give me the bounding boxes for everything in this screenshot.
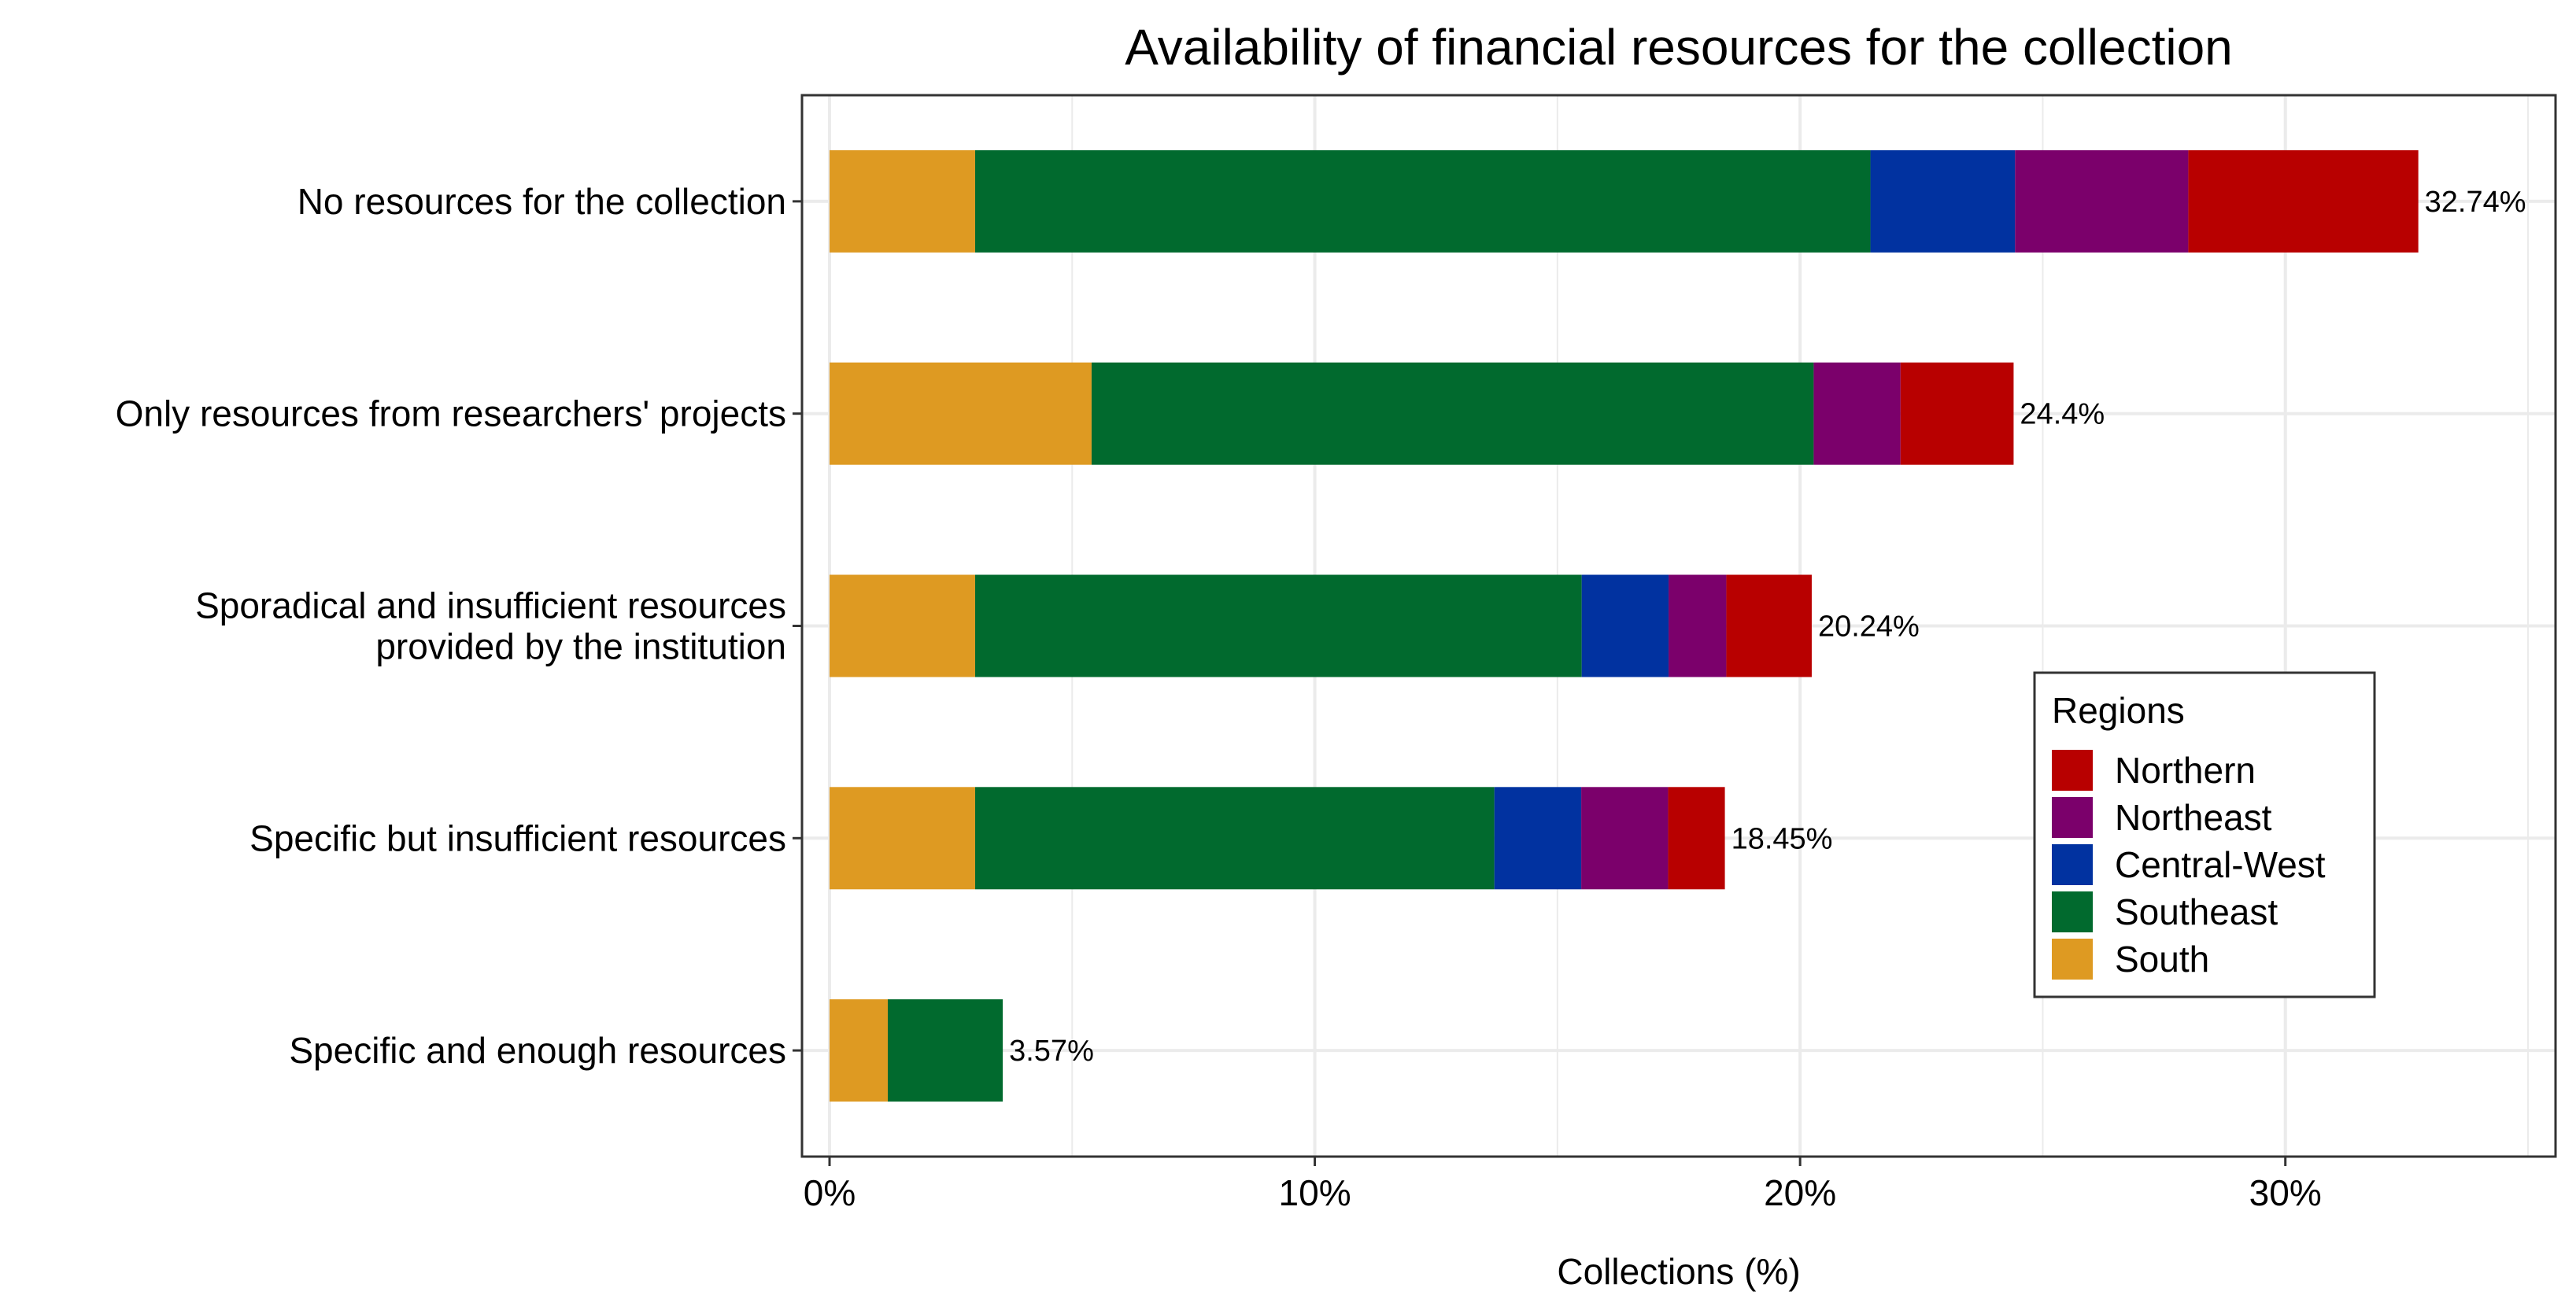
total-label: 3.57% <box>1009 1035 1094 1068</box>
bar-stack <box>830 999 1003 1102</box>
total-label: 20.24% <box>1818 611 1920 644</box>
legend-swatch <box>2052 891 2093 932</box>
bar-segment-northeast <box>2015 149 2189 253</box>
y-axis-category-label: No resources for the collection <box>298 181 786 222</box>
legend-label: Central-West <box>2115 844 2326 885</box>
legend-items: Northern Northeast Central-West Southeast So… <box>2052 750 2326 980</box>
legend-label: Southeast <box>2115 891 2278 932</box>
x-axis-tick-label: 0% <box>804 1172 856 1213</box>
legend-entry: Northern <box>2052 750 2256 791</box>
y-axis-category-label: Specific but insufficient resources <box>249 817 786 858</box>
bar-stack <box>830 787 1725 890</box>
y-axis-category-label: Sporadical and insufficient resources <box>195 585 786 626</box>
bar-segment-northeast <box>1581 787 1669 890</box>
bar-segment-south <box>830 787 975 890</box>
bar-segment-southeast <box>887 999 1003 1102</box>
bar-segment-northern <box>2188 149 2419 253</box>
y-axis-category-label: Only resources from researchers' project… <box>116 393 786 434</box>
legend-label: Northern <box>2115 750 2256 791</box>
legend-entry: Northeast <box>2052 797 2272 838</box>
chart-title: Availability of financial resources for … <box>1125 19 2233 76</box>
bar-stacks <box>830 149 2419 1102</box>
x-axis-tick-label: 30% <box>2249 1172 2322 1213</box>
bar-segment-southeast <box>974 574 1582 677</box>
legend-entry: Southeast <box>2052 891 2278 932</box>
y-axis-category-label: Specific and enough resources <box>289 1030 786 1071</box>
bar-segment-central-west <box>1581 574 1669 677</box>
legend-entry: Central-West <box>2052 844 2326 885</box>
bar-segment-northern <box>1900 362 2014 465</box>
x-axis-title: Collections (%) <box>1557 1251 1800 1292</box>
bar-segment-central-west <box>1870 149 2016 253</box>
legend-swatch <box>2052 797 2093 838</box>
bar-segment-northern <box>1668 787 1725 890</box>
x-axis-tick-label: 20% <box>1764 1172 1836 1213</box>
y-axis: No resources for the collection Only reso… <box>116 181 802 1071</box>
legend: Regions Northern Northeast Central-West Sou… <box>2033 671 2376 998</box>
bar-segment-southeast <box>974 787 1495 890</box>
bar-segment-south <box>830 362 1092 465</box>
legend-swatch <box>2052 750 2093 791</box>
legend-label: South <box>2115 939 2209 980</box>
total-label: 24.4% <box>2020 398 2105 431</box>
legend-title: Regions <box>2052 690 2185 731</box>
bar-segment-northern <box>1726 574 1812 677</box>
bar-stack <box>830 574 1812 677</box>
legend-swatch <box>2052 939 2093 980</box>
total-labels: 32.74% 24.4% 20.24% 18.45% 3.57% <box>1009 186 2526 1068</box>
legend-swatch <box>2052 844 2093 885</box>
bar-segment-northeast <box>1813 362 1901 465</box>
x-axis-tick-label: 10% <box>1279 1172 1351 1213</box>
plot-panel: 32.74% 24.4% 20.24% 18.45% 3.57% <box>800 94 2557 1158</box>
y-axis-category-label: provided by the institution <box>375 626 786 667</box>
bar-segment-southeast <box>1091 362 1814 465</box>
bar-segment-southeast <box>974 149 1871 253</box>
bar-segment-south <box>830 149 975 253</box>
bar-stack <box>830 362 2014 465</box>
x-axis: 0% 10% 20% 30% <box>804 1157 2322 1213</box>
bar-segment-northeast <box>1669 574 1727 677</box>
legend-label: Northeast <box>2115 797 2272 838</box>
bar-stack <box>830 149 2419 253</box>
bar-segment-south <box>830 999 888 1102</box>
bar-segment-south <box>830 574 975 677</box>
total-label: 32.74% <box>2425 186 2526 219</box>
bar-segment-central-west <box>1494 787 1582 890</box>
legend-entry: South <box>2052 939 2209 980</box>
total-label: 18.45% <box>1732 822 1833 855</box>
